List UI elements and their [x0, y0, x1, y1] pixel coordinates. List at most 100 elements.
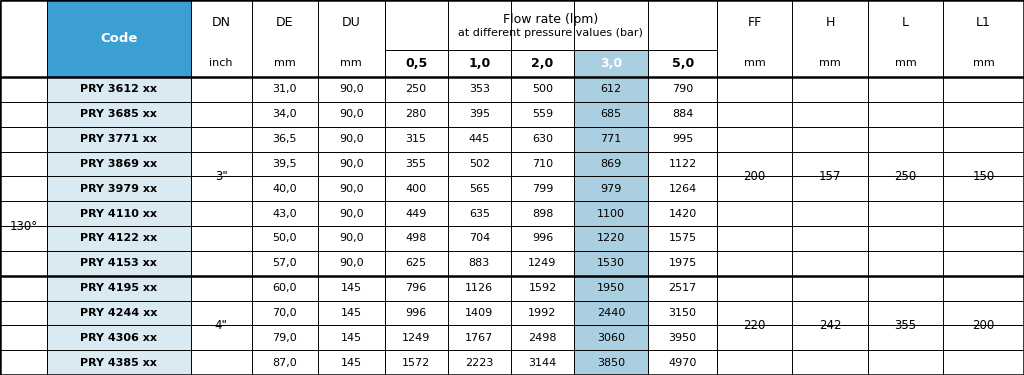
Bar — [46, 350, 190, 375]
Bar — [574, 276, 648, 300]
Bar — [574, 152, 648, 176]
Text: DN: DN — [212, 16, 230, 30]
Text: PRY 4195 xx: PRY 4195 xx — [80, 283, 157, 293]
Text: 39,5: 39,5 — [272, 159, 297, 169]
Text: 565: 565 — [469, 184, 489, 194]
Text: PRY 4122 xx: PRY 4122 xx — [80, 233, 157, 243]
Text: 280: 280 — [406, 109, 427, 119]
Text: 250: 250 — [406, 84, 427, 94]
Text: 1409: 1409 — [465, 308, 494, 318]
Text: 90,0: 90,0 — [339, 134, 364, 144]
Text: 3850: 3850 — [597, 358, 626, 368]
Text: 0,5: 0,5 — [406, 57, 427, 70]
Text: 3150: 3150 — [669, 308, 696, 318]
Text: 3950: 3950 — [669, 333, 696, 343]
Bar — [46, 176, 190, 201]
Bar — [574, 176, 648, 201]
Text: 36,5: 36,5 — [272, 134, 297, 144]
Text: 5,0: 5,0 — [672, 57, 694, 70]
Text: 995: 995 — [672, 134, 693, 144]
Bar — [574, 77, 648, 102]
Bar — [574, 102, 648, 127]
Text: mm: mm — [340, 58, 362, 69]
Text: 1950: 1950 — [597, 283, 626, 293]
Text: Code: Code — [100, 32, 137, 45]
Bar — [574, 50, 648, 77]
Text: 559: 559 — [531, 109, 553, 119]
Bar — [574, 326, 648, 350]
Text: at different pressure values (bar): at different pressure values (bar) — [459, 28, 643, 38]
Text: 1992: 1992 — [528, 308, 557, 318]
Text: 220: 220 — [743, 319, 766, 332]
Text: inch: inch — [209, 58, 232, 69]
Text: 1575: 1575 — [669, 233, 696, 243]
Text: 2223: 2223 — [465, 358, 494, 368]
Text: 50,0: 50,0 — [272, 233, 297, 243]
Text: 2498: 2498 — [528, 333, 557, 343]
Text: 43,0: 43,0 — [272, 209, 297, 219]
Text: 1572: 1572 — [402, 358, 430, 368]
Text: 449: 449 — [406, 209, 427, 219]
Text: 60,0: 60,0 — [272, 283, 297, 293]
Bar — [46, 127, 190, 152]
Text: 796: 796 — [406, 283, 427, 293]
Bar — [46, 0, 190, 77]
Text: 1122: 1122 — [669, 159, 696, 169]
Text: 1249: 1249 — [528, 258, 557, 268]
Text: 1767: 1767 — [465, 333, 494, 343]
Bar — [46, 300, 190, 326]
Text: 685: 685 — [601, 109, 622, 119]
Text: 90,0: 90,0 — [339, 258, 364, 268]
Text: 1126: 1126 — [465, 283, 494, 293]
Text: 635: 635 — [469, 209, 489, 219]
Text: 869: 869 — [600, 159, 622, 169]
Bar — [46, 251, 190, 276]
Text: 1975: 1975 — [669, 258, 696, 268]
Text: 2517: 2517 — [669, 283, 696, 293]
Bar — [0, 0, 1024, 50]
Text: 704: 704 — [469, 233, 489, 243]
Text: 150: 150 — [973, 170, 994, 183]
Text: 1220: 1220 — [597, 233, 626, 243]
Text: 400: 400 — [406, 184, 427, 194]
Text: H: H — [825, 16, 835, 30]
Bar — [574, 201, 648, 226]
Text: 40,0: 40,0 — [272, 184, 297, 194]
Text: 79,0: 79,0 — [272, 333, 297, 343]
Text: 87,0: 87,0 — [272, 358, 297, 368]
Text: 1420: 1420 — [669, 209, 696, 219]
Text: 145: 145 — [341, 333, 361, 343]
Text: 1249: 1249 — [402, 333, 430, 343]
Text: 630: 630 — [532, 134, 553, 144]
Text: 3144: 3144 — [528, 358, 557, 368]
Text: 790: 790 — [672, 84, 693, 94]
Text: 31,0: 31,0 — [272, 84, 297, 94]
Bar — [46, 152, 190, 176]
Text: 157: 157 — [819, 170, 842, 183]
Text: 145: 145 — [341, 308, 361, 318]
Text: PRY 4244 xx: PRY 4244 xx — [80, 308, 158, 318]
Text: mm: mm — [973, 58, 994, 69]
Text: PRY 3612 xx: PRY 3612 xx — [80, 84, 157, 94]
Text: 1530: 1530 — [597, 258, 626, 268]
Text: L: L — [902, 16, 909, 30]
Text: 3060: 3060 — [597, 333, 626, 343]
Bar — [574, 127, 648, 152]
Text: 4970: 4970 — [669, 358, 697, 368]
Text: PRY 4153 xx: PRY 4153 xx — [80, 258, 157, 268]
Text: 355: 355 — [894, 319, 916, 332]
Text: 625: 625 — [406, 258, 427, 268]
Text: 315: 315 — [406, 134, 427, 144]
Text: 996: 996 — [406, 308, 427, 318]
Text: 1592: 1592 — [528, 283, 557, 293]
Text: PRY 3979 xx: PRY 3979 xx — [80, 184, 157, 194]
Text: 710: 710 — [531, 159, 553, 169]
Text: 3,0: 3,0 — [600, 57, 623, 70]
Text: 200: 200 — [743, 170, 766, 183]
Text: PRY 3685 xx: PRY 3685 xx — [80, 109, 157, 119]
Text: mm: mm — [274, 58, 296, 69]
Bar — [574, 251, 648, 276]
Text: 1100: 1100 — [597, 209, 626, 219]
Text: 883: 883 — [469, 258, 489, 268]
Text: Flow rate (lpm): Flow rate (lpm) — [503, 13, 598, 27]
